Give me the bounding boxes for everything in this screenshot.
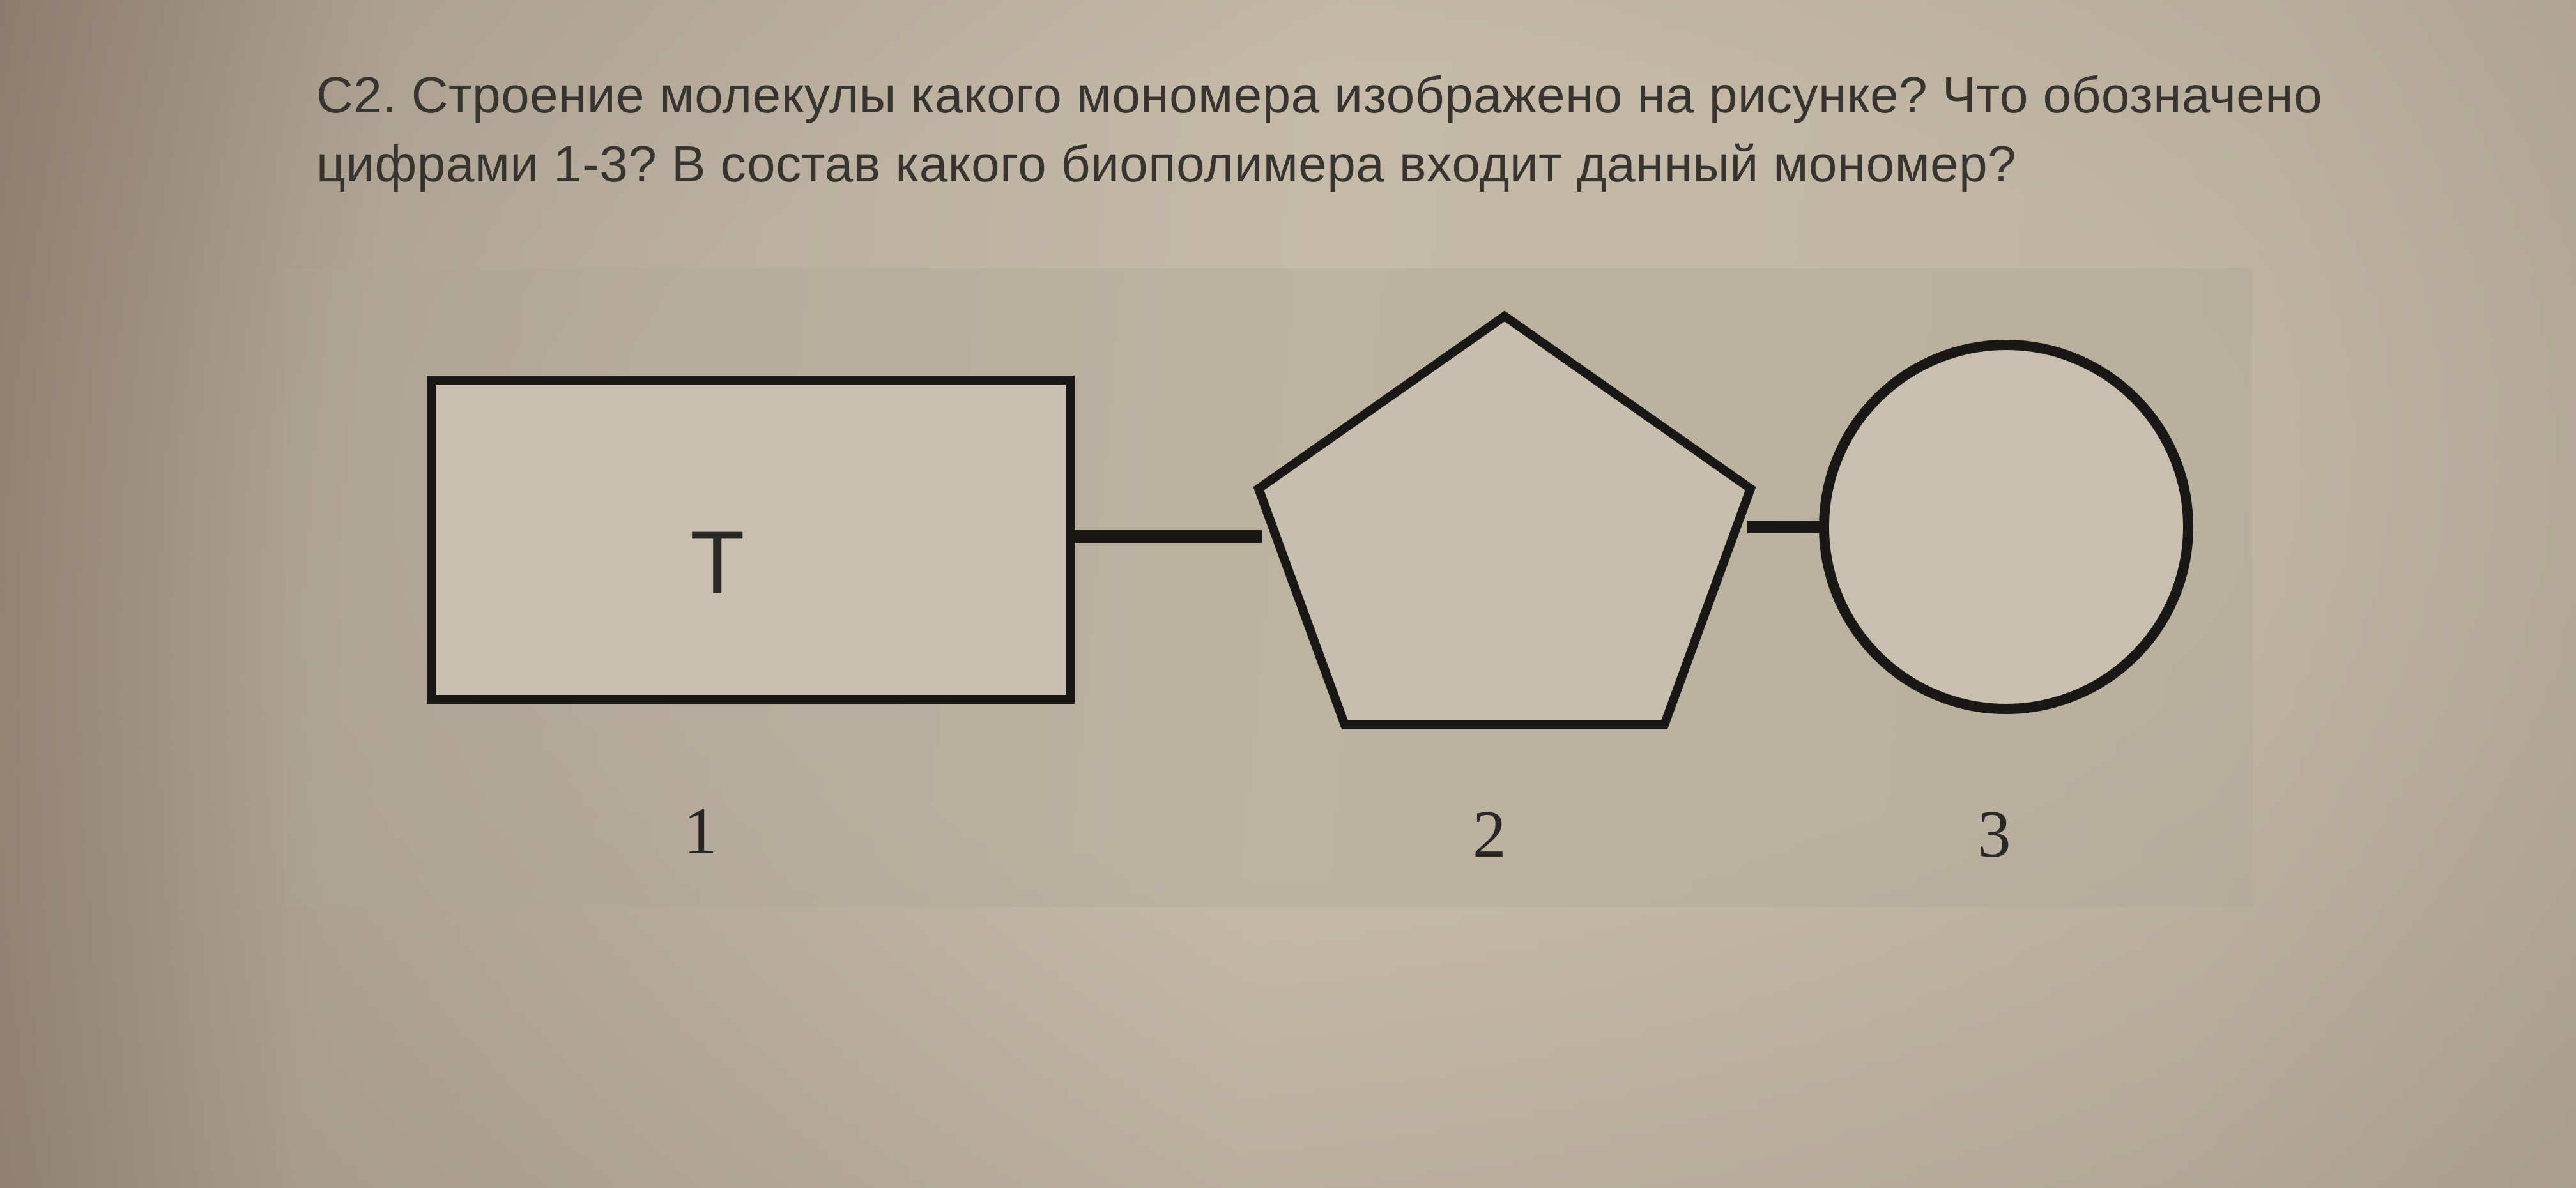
diagram-svg [284,268,2252,907]
question-line-1: С2. Строение молекулы какого мономера из… [316,61,2393,130]
label-1: 1 [684,792,717,869]
shape-rectangle [431,380,1070,699]
label-2: 2 [1473,795,1506,872]
diagram-container [284,268,2252,907]
shape-pentagon [1259,316,1751,725]
question-text: С2. Строение молекулы какого мономера из… [316,61,2393,199]
question-line-2: цифрами 1-3? В состав какого биополимера… [316,130,2393,199]
shape-circle [1824,345,2188,709]
label-3: 3 [1977,795,2011,872]
rectangle-letter: Т [690,511,745,614]
